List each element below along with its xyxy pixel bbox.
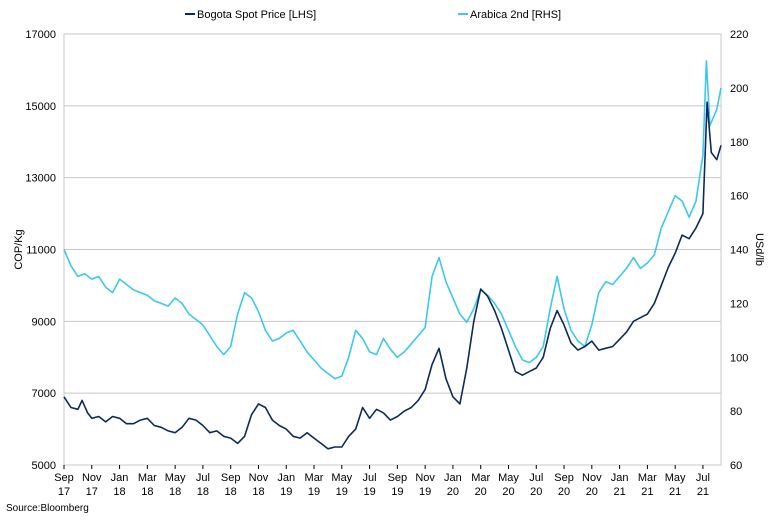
legend: Bogota Spot Price [LHS] Arabica 2nd [RHS] — [185, 9, 561, 21]
x-tick-label: 21 — [669, 486, 681, 498]
y-right-tick-label: 200 — [730, 83, 748, 95]
x-tick-label: 18 — [252, 486, 264, 498]
x-tick-label: 18 — [113, 486, 125, 498]
x-tick-label: Jan — [444, 472, 462, 484]
x-tick-label: 17 — [58, 486, 70, 498]
x-tick-label: Jan — [111, 472, 129, 484]
series-lines — [63, 60, 722, 450]
x-tick-label: Sep — [554, 472, 574, 484]
gridlines — [63, 33, 722, 466]
x-tick-label: Nov — [249, 472, 269, 484]
y-right-tick-label: 80 — [730, 406, 742, 418]
series-arabica-2nd — [63, 60, 722, 380]
x-tick-label: Nov — [82, 472, 102, 484]
y-left-tick-label: 11000 — [26, 245, 56, 257]
y-right-tick-label: 120 — [730, 298, 748, 310]
y-axis-left: 5000 7000 9000 11000 13000 15000 17000 — [25, 29, 56, 472]
x-tick-label: Mar — [138, 472, 157, 484]
x-tick-label: 18 — [225, 486, 237, 498]
x-tick-label: 20 — [558, 486, 570, 498]
y-left-tick-label: 9000 — [32, 316, 56, 328]
y-left-tick-label: 7000 — [32, 388, 56, 400]
x-tick-label: Jan — [611, 472, 629, 484]
x-tick-label: May — [498, 472, 519, 484]
x-tick-label: Mar — [471, 472, 490, 484]
x-tick-label: 21 — [641, 486, 653, 498]
x-tick-label: 19 — [391, 486, 403, 498]
source-note: Source:Bloomberg — [6, 503, 89, 514]
y-axis-right-title: USd/lb — [753, 233, 765, 266]
x-tick-label: 19 — [280, 486, 292, 498]
x-tick-label: 18 — [169, 486, 181, 498]
x-tick-label: Sep — [388, 472, 408, 484]
x-tick-label: 19 — [336, 486, 348, 498]
x-tick-label: 21 — [613, 486, 625, 498]
x-tick-label: May — [331, 472, 352, 484]
y-right-tick-label: 100 — [730, 352, 748, 364]
y-left-tick-label: 17000 — [25, 29, 56, 41]
x-tick-label: Sep — [221, 472, 241, 484]
x-tick-label: 17 — [86, 486, 98, 498]
x-tick-label: 21 — [697, 486, 709, 498]
x-axis: Sep 17 Nov 17 Jan 18 Mar 18 May 18 Jul 18 Sep 18 Nov 18… — [54, 465, 710, 498]
x-tick-label: 19 — [363, 486, 375, 498]
y-left-tick-label: 5000 — [32, 460, 56, 472]
x-tick-label: 18 — [197, 486, 209, 498]
x-tick-label: 20 — [447, 486, 459, 498]
y-right-tick-label: 220 — [730, 29, 748, 41]
x-tick-label: 19 — [419, 486, 431, 498]
x-tick-label: Jul — [363, 472, 377, 484]
y-left-tick-label: 15000 — [25, 101, 56, 113]
x-tick-label: May — [665, 472, 686, 484]
y-right-tick-label: 180 — [730, 137, 748, 149]
y-left-tick-label: 13000 — [25, 173, 56, 185]
legend-label: Bogota Spot Price [LHS] — [197, 9, 316, 21]
x-tick-label: Jul — [529, 472, 543, 484]
x-tick-label: 18 — [141, 486, 153, 498]
x-tick-label: Mar — [305, 472, 324, 484]
x-tick-label: 19 — [308, 486, 320, 498]
x-tick-label: Nov — [415, 472, 435, 484]
y-axis-left-title: COP/Kg — [13, 229, 25, 269]
x-tick-label: May — [165, 472, 186, 484]
x-tick-label: Nov — [582, 472, 602, 484]
x-tick-label: 20 — [586, 486, 598, 498]
x-tick-label: Jul — [696, 472, 710, 484]
x-tick-label: 20 — [502, 486, 514, 498]
plot-frame — [63, 33, 722, 466]
x-tick-label: Jul — [196, 472, 210, 484]
x-tick-label: Jan — [277, 472, 295, 484]
x-tick-label: 20 — [530, 486, 542, 498]
x-tick-label: Sep — [54, 472, 74, 484]
y-right-tick-label: 60 — [730, 460, 742, 472]
x-tick-label: 20 — [475, 486, 487, 498]
x-tick-label: Mar — [638, 472, 657, 484]
series-bogota-spot-price — [63, 101, 722, 450]
legend-label: Arabica 2nd [RHS] — [470, 9, 561, 21]
y-axis-right: 60 80 100 120 140 160 180 200 220 — [730, 29, 748, 472]
y-right-tick-label: 140 — [730, 245, 748, 257]
y-right-tick-label: 160 — [730, 191, 748, 203]
